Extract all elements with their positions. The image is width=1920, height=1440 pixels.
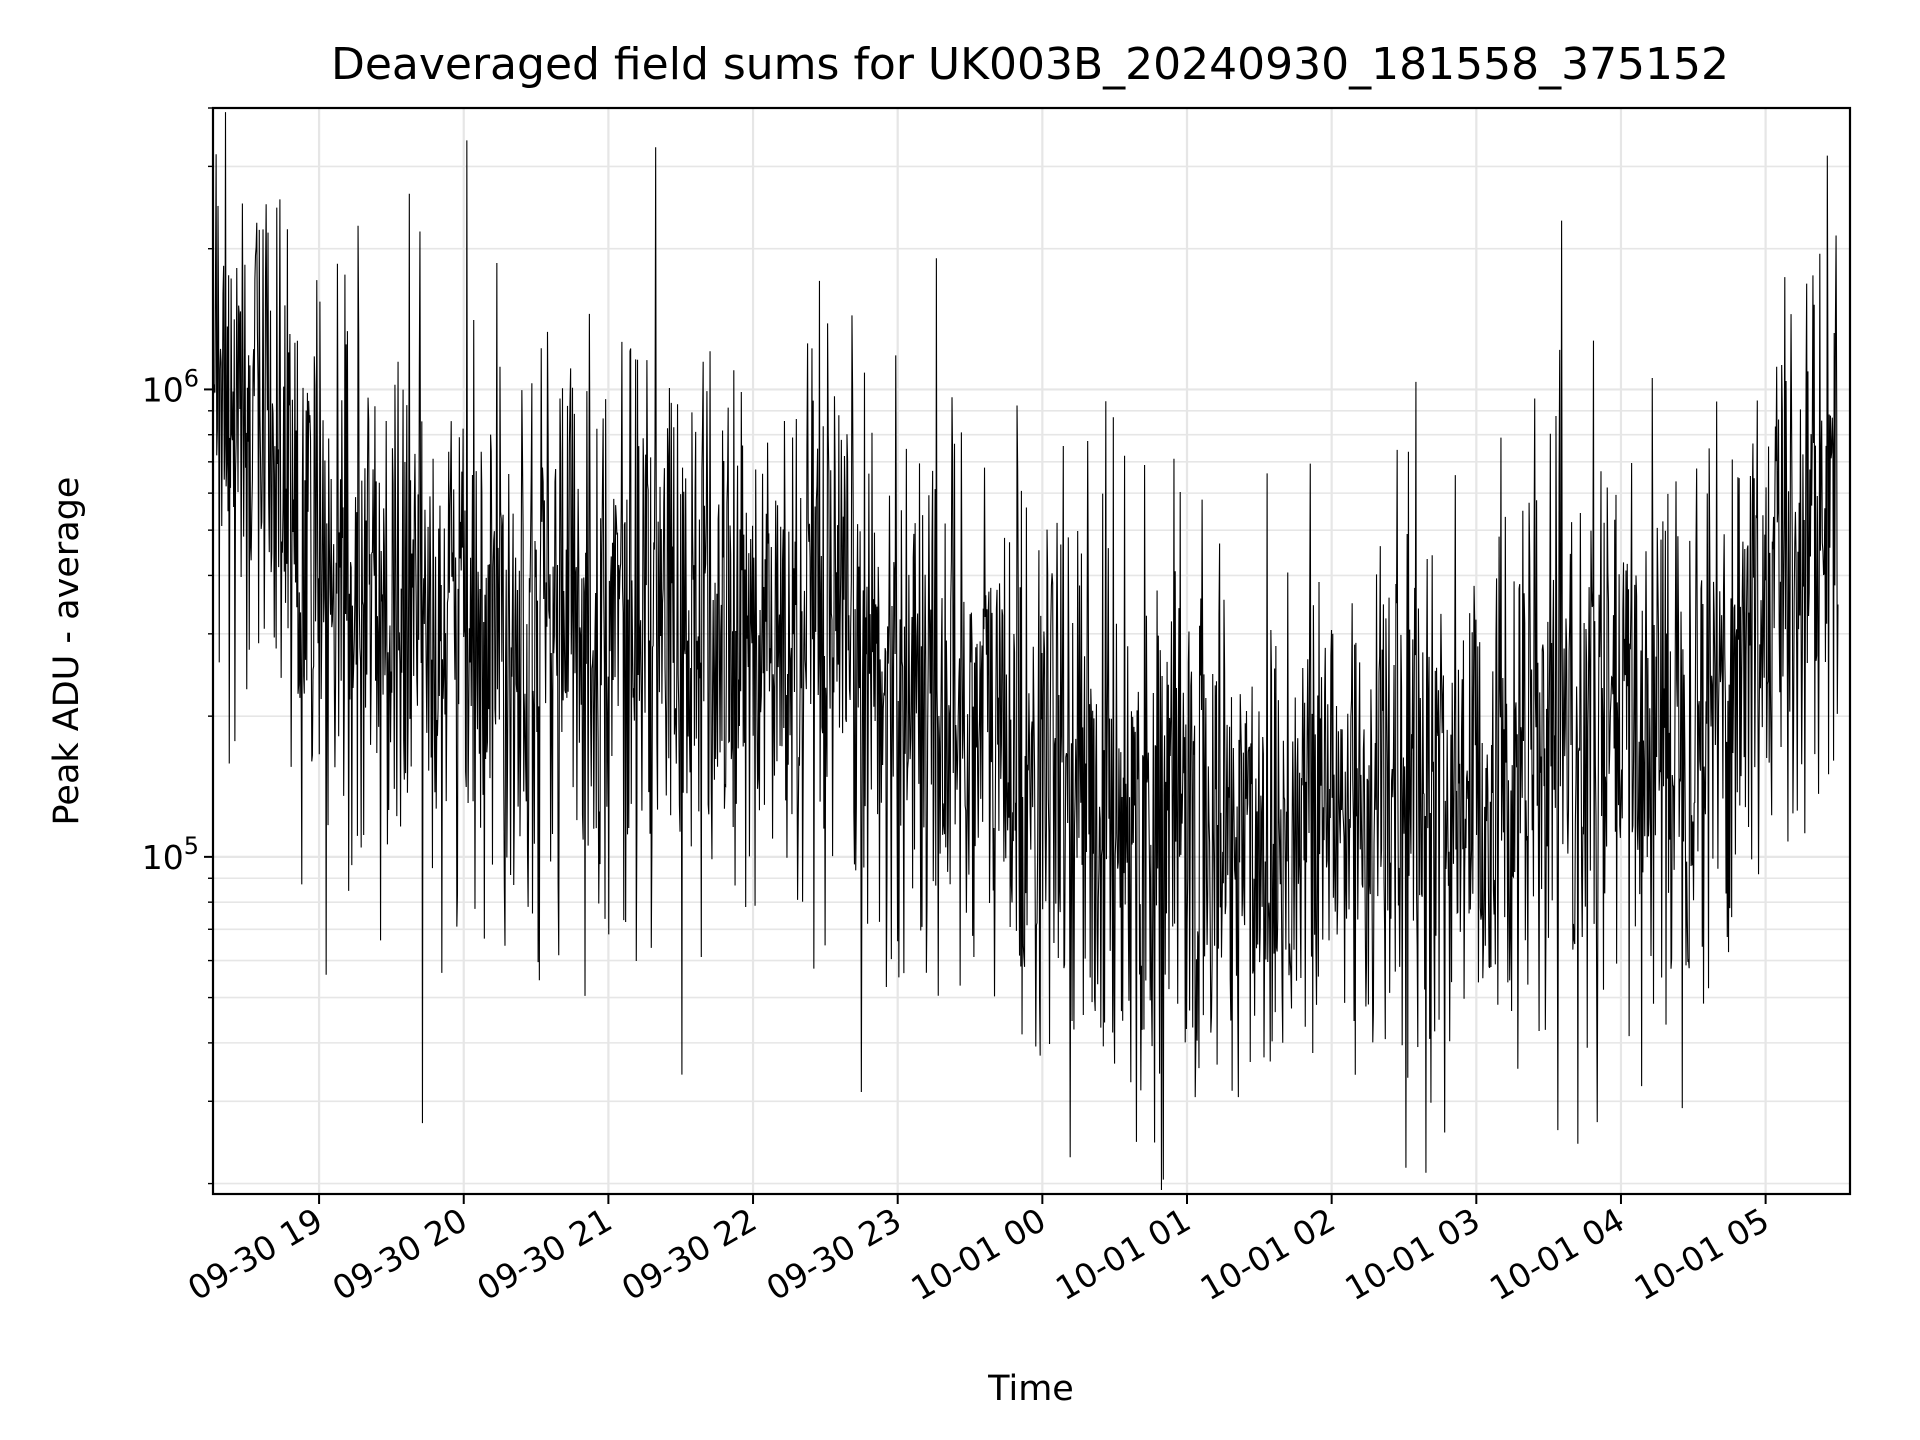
chart-title: Deaveraged field sums for UK003B_2024093… bbox=[331, 39, 1729, 90]
y-tick-label: 105 bbox=[142, 832, 199, 877]
x-axis-label: Time bbox=[987, 1369, 1074, 1409]
y-tick-label: 106 bbox=[142, 364, 199, 409]
series-line bbox=[212, 112, 1839, 1190]
plot-frame bbox=[211, 106, 1852, 1196]
series-path bbox=[212, 112, 1839, 1190]
y-axis: 105 106 bbox=[142, 107, 213, 1185]
y-axis-label: Peak ADU - average bbox=[47, 477, 87, 826]
